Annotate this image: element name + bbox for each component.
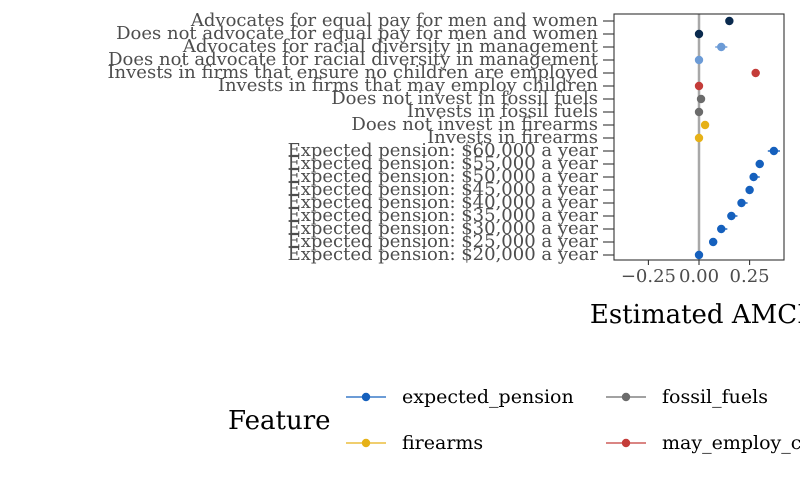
y-tick-label-does-not-advocate-for-equal-pay-for-men-and-women: Does not advocate for equal pay for men …: [116, 23, 598, 44]
point-expected-pension-30-000-a-year: [717, 224, 726, 234]
point-invests-in-firms-that-ensure-no-children-are-employed: [751, 68, 760, 78]
point-does-not-advocate-for-racial-diversity-in-management: [694, 55, 704, 65]
y-tick-label-expected-pension-55-000-a-year: Expected pension: $55,000 a year: [288, 153, 599, 174]
y-tick-label-advocates-for-racial-diversity-in-management: Advocates for racial diversity in manage…: [182, 36, 599, 57]
legend-key-point: [621, 392, 631, 402]
y-tick-marks: [603, 20, 614, 256]
y-tick-label-invests-in-firms-that-may-employ-children: Invests in firms that may employ childre…: [218, 75, 599, 96]
point-expected-pension-50-000-a-year: [749, 172, 758, 182]
x-tick-label-0-25: 0.25: [730, 266, 770, 287]
point-advocates-for-racial-diversity-in-management: [717, 42, 726, 52]
point-expected-pension-25-000-a-year: [708, 237, 718, 247]
legend-label: fossil_fuels: [662, 386, 768, 408]
y-tick-label-does-not-invest-in-firearms: Does not invest in firearms: [351, 114, 598, 135]
legend-item-fossil-fuels: fossil_fuels: [606, 386, 768, 408]
point-expected-pension-20-000-a-year: [694, 250, 704, 260]
point-expected-pension-60-000-a-year: [769, 146, 779, 156]
y-tick-label-expected-pension-45-000-a-year: Expected pension: $45,000 a year: [288, 179, 599, 200]
point-expected-pension-40-000-a-year: [737, 198, 746, 208]
y-tick-label-invests-in-firearms: Invests in firearms: [427, 127, 598, 148]
legend-item-may-employ-children: may_employ_children: [606, 432, 800, 454]
x-tick-labels: −0.25 0.00 0.25: [621, 266, 770, 287]
y-tick-label-invests-in-firms-that-ensure-no-children-are-employed: Invests in firms that ensure no children…: [107, 62, 598, 83]
point-does-not-invest-in-fossil-fuels: [696, 94, 706, 104]
x-axis-title: Estimated AMCE: [590, 300, 800, 330]
point-invests-in-firearms: [694, 133, 704, 143]
point-advocates-for-equal-pay-for-men-and-women: [725, 16, 734, 26]
estimate-points: [694, 16, 779, 260]
legend: Feature expected_pension fossil_fuelsfire…: [228, 386, 800, 454]
y-tick-label-expected-pension-25-000-a-year: Expected pension: $25,000 a year: [288, 231, 599, 252]
legend-item-firearms: firearms: [346, 432, 483, 454]
legend-label: may_employ_children: [662, 432, 800, 454]
point-does-not-advocate-for-equal-pay-for-men-and-women: [694, 29, 704, 39]
x-tick-label-0-00: 0.00: [679, 266, 719, 287]
y-tick-label-advocates-for-equal-pay-for-men-and-women: Advocates for equal pay for men and wome…: [190, 10, 599, 31]
y-tick-label-expected-pension-60-000-a-year: Expected pension: $60,000 a year: [288, 140, 599, 161]
legend-label: expected_pension: [402, 386, 574, 408]
error-bars: [699, 20, 780, 243]
y-tick-label-does-not-invest-in-fossil-fuels: Does not invest in fossil fuels: [331, 88, 598, 109]
y-tick-label-invests-in-fossil-fuels: Invests in fossil fuels: [407, 101, 598, 122]
plot-panel: [613, 13, 785, 261]
point-invests-in-fossil-fuels: [694, 107, 704, 117]
y-tick-label-expected-pension-35-000-a-year: Expected pension: $35,000 a year: [288, 205, 599, 226]
legend-item-expected-pension: expected_pension: [346, 386, 574, 408]
y-tick-label-does-not-advocate-for-racial-diversity-in-management: Does not advocate for racial diversity i…: [108, 49, 599, 70]
point-invests-in-firms-that-may-employ-children: [694, 81, 704, 91]
point-does-not-invest-in-firearms: [700, 120, 710, 130]
legend-title: Feature: [228, 406, 331, 436]
legend-key-point: [361, 392, 371, 402]
legend-key-point: [621, 438, 631, 448]
point-expected-pension-55-000-a-year: [755, 159, 764, 169]
point-expected-pension-45-000-a-year: [745, 185, 754, 195]
x-tick-marks: [647, 260, 751, 265]
y-tick-label-expected-pension-40-000-a-year: Expected pension: $40,000 a year: [288, 192, 599, 213]
point-expected-pension-35-000-a-year: [727, 211, 736, 221]
legend-label: firearms: [402, 432, 483, 454]
legend-key-point: [361, 438, 371, 448]
x-tick-label-0-25: −0.25: [621, 266, 676, 287]
y-tick-label-expected-pension-20-000-a-year: Expected pension: $20,000 a year: [288, 244, 599, 265]
y-tick-labels: Advocates for equal pay for men and wome…: [107, 10, 598, 265]
y-tick-label-expected-pension-30-000-a-year: Expected pension: $30,000 a year: [288, 218, 599, 239]
y-tick-label-expected-pension-50-000-a-year: Expected pension: $50,000 a year: [288, 166, 599, 187]
